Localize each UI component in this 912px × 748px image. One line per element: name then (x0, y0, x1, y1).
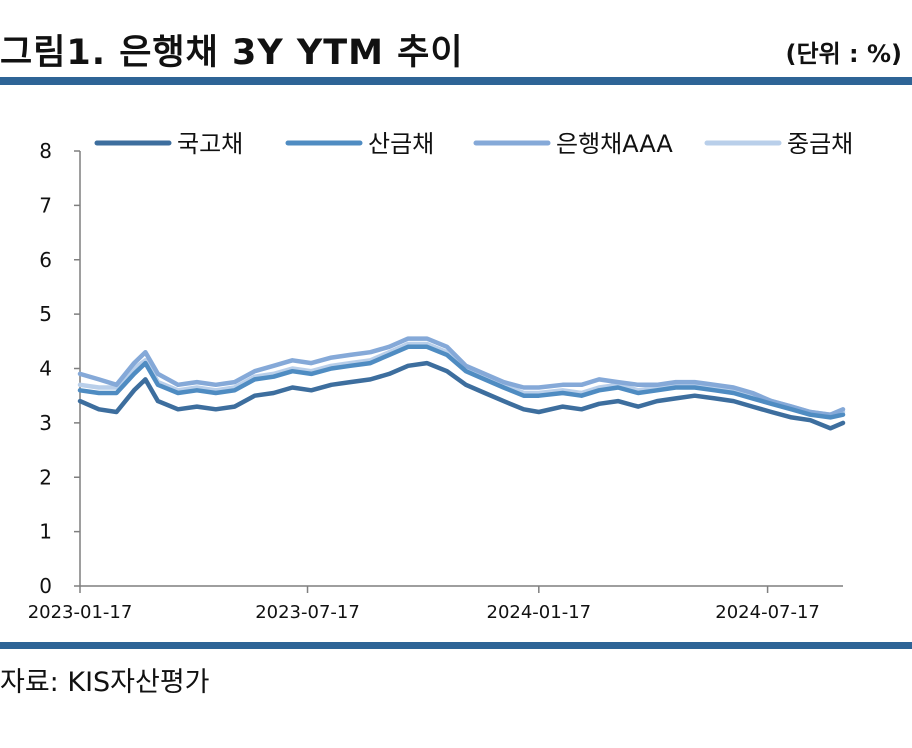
top-rule (0, 77, 912, 85)
y-tick-label: 6 (39, 248, 52, 272)
bottom-rule (0, 642, 912, 649)
y-tick-label: 7 (39, 193, 52, 217)
legend-label: 은행채AAA (556, 130, 673, 158)
series-line-2 (77, 336, 846, 417)
y-tick-label: 1 (39, 520, 52, 544)
source-note: 자료: KIS자산평가 (0, 667, 210, 698)
series-line-0 (77, 360, 846, 431)
chart-legend: 국고채 산금채 은행채AAA 중금채 (94, 130, 853, 158)
legend-label: 국고채 (177, 130, 243, 158)
y-tick-label: 2 (39, 465, 52, 489)
series-line-1 (77, 344, 846, 420)
x-axis: 2023-01-17 2023-07-17 2024-01-17 2024-07-17 (28, 585, 843, 623)
x-tick-label: 2023-07-17 (255, 602, 360, 623)
y-tick-label: 0 (39, 574, 52, 598)
unit-label: (단위 : %) (785, 40, 902, 68)
legend-label: 산금채 (368, 130, 434, 158)
page-title: 그림1. 은행채 3Y YTM 추이 (0, 33, 464, 73)
y-tick-label: 4 (39, 357, 52, 381)
y-tick-label: 3 (39, 411, 52, 435)
x-tick-label: 2024-07-17 (715, 602, 820, 623)
x-tick-label: 2024-01-17 (487, 602, 592, 623)
y-tick-label: 8 (39, 139, 52, 163)
legend-label: 중금채 (787, 130, 853, 158)
x-tick-label: 2023-01-17 (28, 602, 133, 623)
y-axis: 0 1 2 3 4 5 6 7 8 (39, 139, 81, 598)
series-lines (77, 336, 846, 431)
y-tick-label: 5 (39, 302, 52, 326)
